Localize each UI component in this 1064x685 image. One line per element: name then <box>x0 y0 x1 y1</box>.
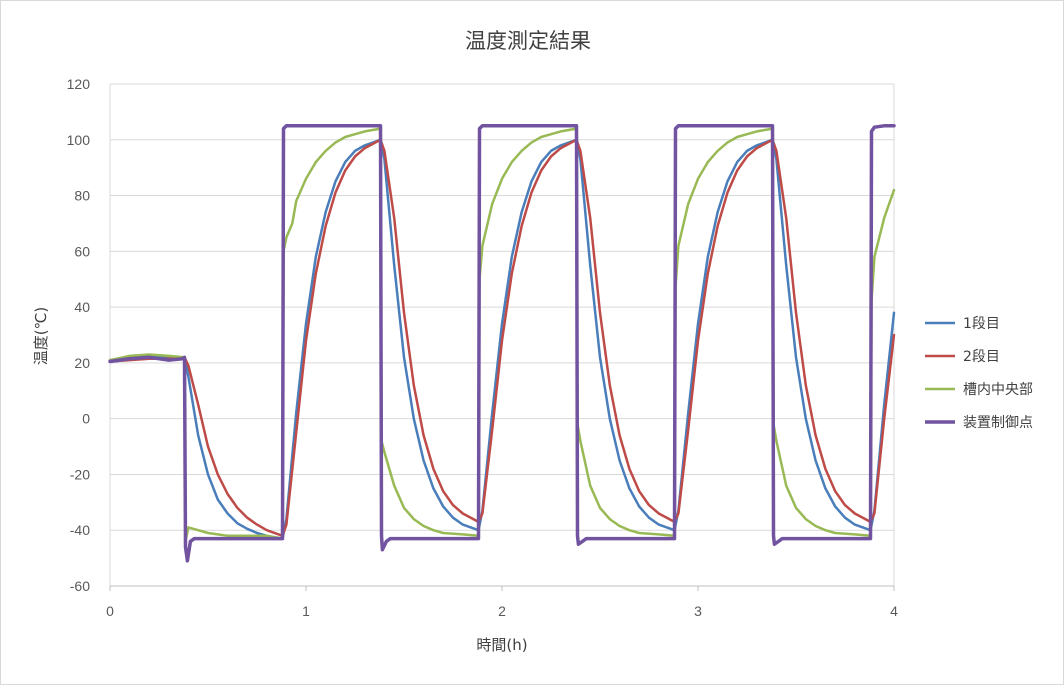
series-line-2 <box>108 138 896 538</box>
x-tick-label: 1 <box>302 603 310 619</box>
y-tick-label: 120 <box>67 76 91 92</box>
y-tick-label: -40 <box>70 522 90 538</box>
legend-label: 2段目 <box>963 349 1000 365</box>
y-axis-title: 温度(℃) <box>32 307 50 366</box>
x-tick-label: 2 <box>498 603 506 619</box>
legend-label: 槽内中央部 <box>963 382 1033 398</box>
x-tick-label: 0 <box>106 603 114 619</box>
y-tick-label: 20 <box>74 355 90 371</box>
series-line-4 <box>108 124 896 563</box>
y-tick-label: 80 <box>74 188 90 204</box>
legend-label: 装置制御点 <box>963 415 1033 431</box>
x-tick-label: 3 <box>694 603 702 619</box>
y-tick-label: 60 <box>74 243 90 259</box>
x-tick-label: 4 <box>890 603 898 619</box>
y-tick-label: 0 <box>82 411 90 427</box>
chart-title: 温度測定結果 <box>465 29 591 53</box>
y-tick-label: 100 <box>67 132 91 148</box>
y-tick-label: -20 <box>70 466 90 482</box>
series-lines <box>108 124 896 563</box>
y-tick-label: -60 <box>70 578 90 594</box>
y-tick-label: 40 <box>74 299 90 315</box>
axes: -60 -40 -20 0 20 40 60 80 100 120 0 1 2 3 4 <box>67 76 898 619</box>
x-axis-title: 時間(h) <box>476 636 527 654</box>
legend-label: 1段目 <box>963 316 1000 332</box>
